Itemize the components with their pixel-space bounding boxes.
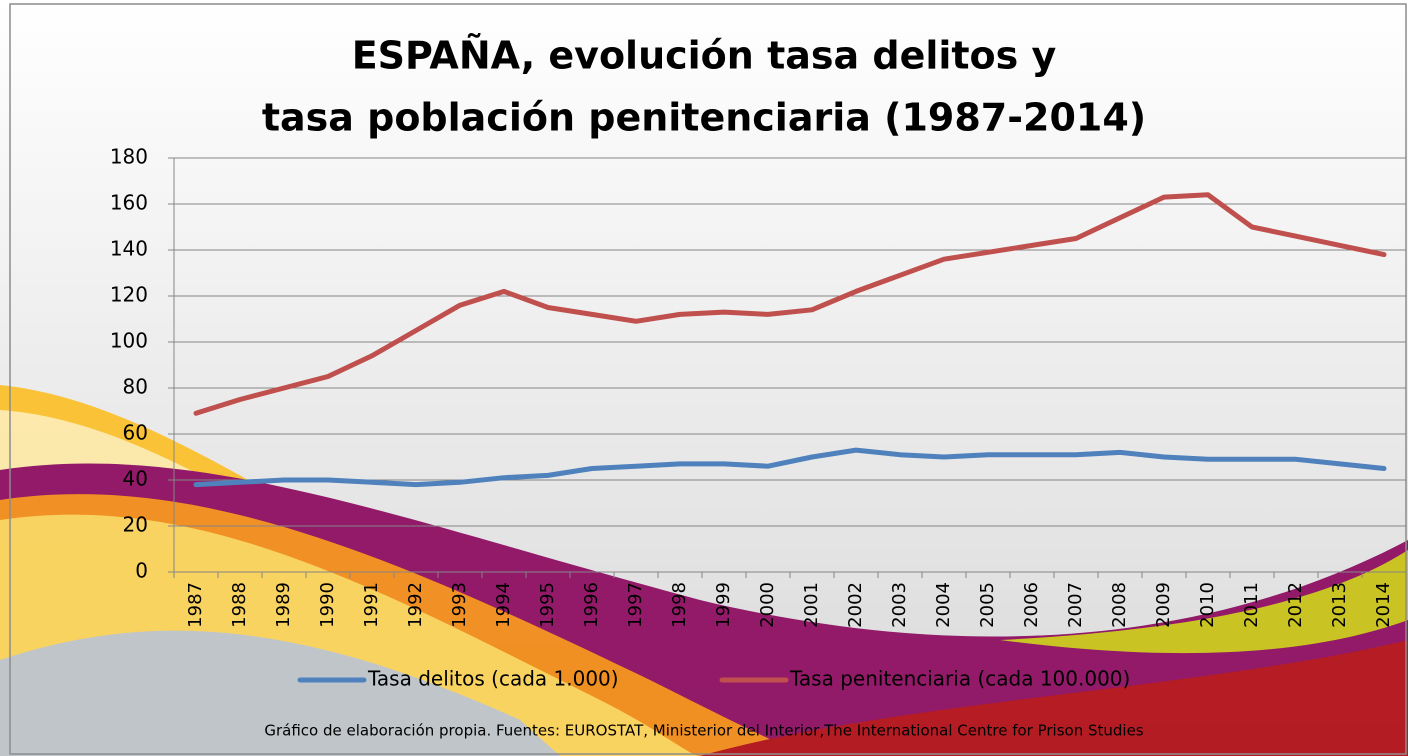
- x-tick-label: 2008: [1109, 582, 1130, 628]
- frame: [9, 3, 1407, 755]
- x-tick-label: 2012: [1285, 582, 1306, 628]
- footnote: Gráfico de elaboración propia. Fuentes: …: [264, 722, 1143, 740]
- x-tick-label: 2011: [1241, 582, 1262, 628]
- x-tick-label: 2014: [1373, 582, 1394, 628]
- x-tick-label: 2001: [801, 582, 822, 628]
- y-tick-label: 0: [135, 559, 148, 583]
- x-tick-label: 1990: [317, 582, 338, 628]
- x-tick-label: 2009: [1153, 582, 1174, 628]
- legend-label: Tasa penitenciaria (cada 100.000): [789, 667, 1130, 691]
- decoration: [0, 385, 1408, 756]
- legend-label: Tasa delitos (cada 1.000): [367, 667, 619, 691]
- x-tick-label: 2004: [933, 582, 954, 628]
- x-tick-label: 2005: [977, 582, 998, 628]
- y-tick-label: 140: [110, 237, 148, 261]
- y-tick-label: 60: [123, 421, 148, 445]
- x-tick-label: 2002: [845, 582, 866, 628]
- x-tick-label: 2010: [1197, 582, 1218, 628]
- y-tick-label: 180: [110, 145, 148, 169]
- x-tick-label: 2006: [1021, 582, 1042, 628]
- y-tick-label: 160: [110, 191, 148, 215]
- y-tick-label: 40: [123, 467, 148, 491]
- x-tick-label: 1987: [185, 582, 206, 628]
- x-tick-label: 1989: [273, 582, 294, 628]
- x-tick-label: 1993: [449, 582, 470, 628]
- y-tick-label: 20: [123, 513, 148, 537]
- x-tick-label: 1991: [361, 582, 382, 628]
- x-tick-label: 1997: [625, 582, 646, 628]
- x-tick-label: 2000: [757, 582, 778, 628]
- x-tick-label: 1995: [537, 582, 558, 628]
- x-tick-label: 2003: [889, 582, 910, 628]
- y-tick-label: 80: [123, 375, 148, 399]
- chart-title: tasa población penitenciaria (1987-2014): [262, 96, 1146, 140]
- y-tick-label: 100: [110, 329, 148, 353]
- x-tick-label: 1996: [581, 582, 602, 628]
- x-tick-label: 1994: [493, 582, 514, 628]
- x-tick-label: 1999: [713, 582, 734, 628]
- line-series: [193, 447, 1387, 488]
- x-tick-label: 1992: [405, 582, 426, 628]
- x-tick-label: 1988: [229, 582, 250, 628]
- chart-title: ESPAÑA, evolución tasa delitos y: [352, 34, 1057, 78]
- line-series: [193, 192, 1387, 416]
- x-tick-label: 1998: [669, 582, 690, 628]
- y-tick-label: 120: [110, 283, 148, 307]
- x-tick-label: 2013: [1329, 582, 1350, 628]
- x-tick-label: 2007: [1065, 582, 1086, 628]
